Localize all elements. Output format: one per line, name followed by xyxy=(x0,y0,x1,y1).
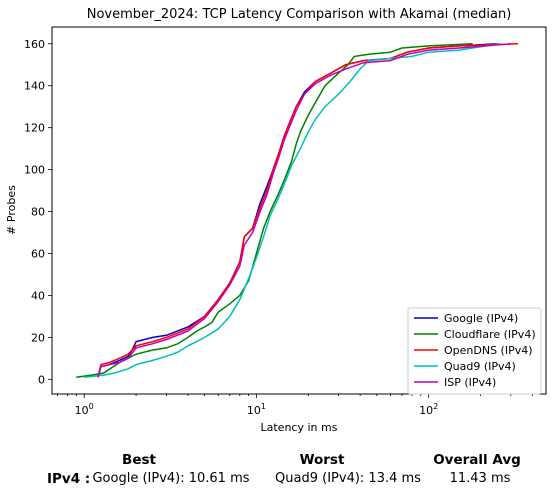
y-tick-label: 40 xyxy=(31,289,45,302)
y-tick-label: 0 xyxy=(38,373,45,386)
overall-avg-header: Overall Avg xyxy=(433,452,521,468)
x-tick-label: 101 xyxy=(247,402,266,417)
legend-entry-0: Google (IPv4) xyxy=(444,312,518,325)
ipv4-row-label: IPv4 : xyxy=(47,471,91,487)
x-tick-label: 102 xyxy=(419,402,438,417)
chart-title: November_2024: TCP Latency Comparison wi… xyxy=(87,7,512,22)
legend-entry-3: Quad9 (IPv4) xyxy=(444,360,516,373)
y-tick-label: 20 xyxy=(31,331,45,344)
legend: Google (IPv4) Cloudflare (IPv4) OpenDNS (I… xyxy=(407,307,542,395)
x-axis-label: Latency in ms xyxy=(261,421,338,434)
plot-frame xyxy=(51,26,547,395)
series-line-2 xyxy=(97,43,519,378)
plot-lines xyxy=(76,43,519,378)
best-header: Best xyxy=(122,452,156,468)
y-tick-label: 60 xyxy=(31,247,45,260)
y-axis-label: # Probes xyxy=(5,185,18,235)
overall-avg-value: 11.43 ms xyxy=(449,471,511,486)
y-tick-label: 80 xyxy=(31,206,45,219)
worst-value: Quad9 (IPv4): 13.4 ms xyxy=(275,471,421,486)
legend-entry-2: OpenDNS (IPv4) xyxy=(444,344,533,357)
y-axis: 0 20 40 60 80 100 120 140 160 xyxy=(24,38,52,386)
y-tick-label: 140 xyxy=(24,80,45,93)
legend-entry-4: ISP (IPv4) xyxy=(444,376,496,389)
series-line-4 xyxy=(97,43,511,378)
latency-chart: November_2024: TCP Latency Comparison wi… xyxy=(5,7,547,434)
y-tick-label: 160 xyxy=(24,38,45,51)
worst-header: Worst xyxy=(299,452,345,468)
legend-entry-1: Cloudflare (IPv4) xyxy=(444,328,536,341)
y-tick-label: 120 xyxy=(24,122,45,135)
legend-box xyxy=(407,307,542,395)
best-value: Google (IPv4): 10.61 ms xyxy=(92,471,250,486)
x-tick-label: 100 xyxy=(75,402,94,417)
x-axis: 100 101 102 xyxy=(57,394,533,417)
series-line-3 xyxy=(84,43,501,378)
y-tick-label: 100 xyxy=(24,164,45,177)
